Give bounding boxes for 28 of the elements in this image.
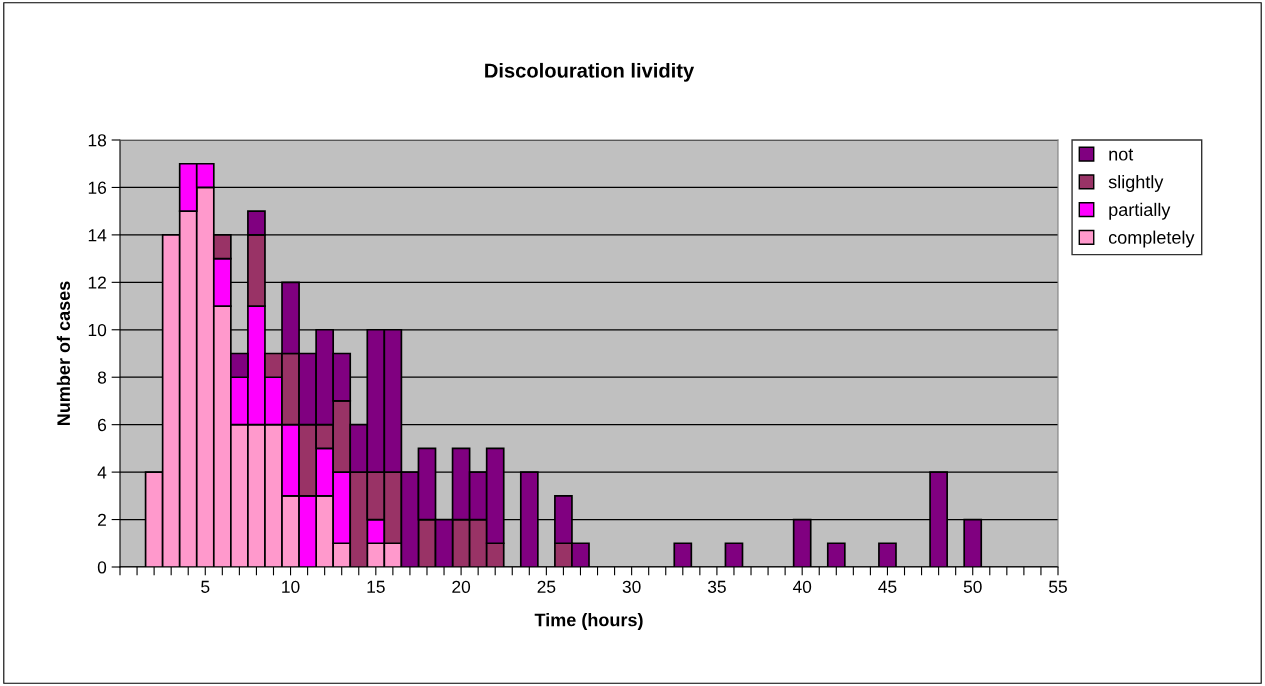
- x-tick-label: 25: [537, 580, 556, 593]
- y-axis-title: Number of cases: [56, 281, 71, 426]
- chart-title: Discolouration lividity: [485, 62, 695, 82]
- x-tick-label: 55: [1049, 580, 1067, 593]
- x-tick-label: 35: [707, 580, 726, 593]
- legend-label: slightly: [1108, 175, 1164, 192]
- x-tick-label: 45: [878, 580, 897, 593]
- y-tick-label: 8: [97, 371, 107, 384]
- y-tick-label: 0: [97, 561, 107, 574]
- legend-label: not: [1109, 148, 1134, 161]
- y-tick-label: 12: [88, 276, 106, 289]
- y-tick-label: 16: [88, 181, 107, 194]
- x-tick-label: 30: [622, 580, 641, 593]
- y-tick-label: 2: [98, 513, 106, 526]
- y-tick-label: 10: [88, 323, 107, 337]
- x-tick-label: 40: [792, 580, 812, 593]
- legend-label: completely: [1108, 230, 1195, 248]
- x-axis-title: Time (hours): [534, 613, 643, 630]
- y-tick-label: 6: [98, 418, 107, 432]
- y-tick-label: 4: [97, 466, 107, 479]
- x-tick-label: 10: [282, 580, 300, 593]
- legend-label: partially: [1109, 202, 1171, 220]
- x-tick-label: 20: [452, 580, 471, 593]
- y-tick-label: 14: [88, 229, 107, 242]
- y-tick-label: 18: [88, 134, 107, 147]
- x-tick-label: 15: [367, 580, 385, 593]
- x-tick-label: 50: [963, 580, 982, 593]
- x-tick-label: 5: [201, 580, 210, 593]
